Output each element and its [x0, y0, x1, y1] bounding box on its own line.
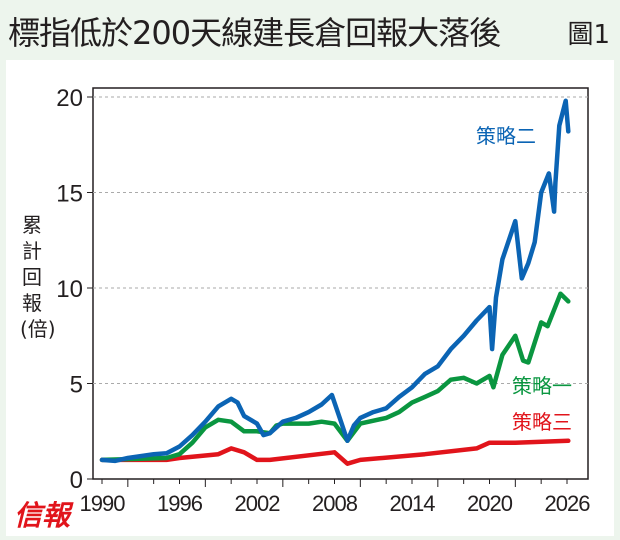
series-label-strategy-1: 策略一	[512, 374, 572, 398]
x-tick-label: 1990	[80, 491, 126, 516]
logo: 信報	[14, 499, 71, 532]
y-tick-label: 5	[70, 372, 83, 399]
x-tick-label: 2020	[467, 491, 513, 516]
x-tick-label: 1996	[157, 491, 203, 516]
chart-title: 標指低於200天線建長倉回報大落後	[8, 14, 501, 52]
y-tick-label: 10	[56, 276, 83, 303]
series-line-1	[99, 98, 571, 464]
x-tick-label: 2014	[390, 491, 436, 516]
series-label-strategy-2: 策略二	[476, 124, 536, 148]
figure-label: 圖1	[567, 20, 610, 50]
y-axis-label: 累計回報(倍)	[20, 213, 56, 341]
series-label-strategy-3: 策略三	[512, 410, 572, 434]
x-tick-label: 2002	[235, 491, 281, 516]
y-tick-label: 15	[56, 181, 83, 208]
x-tick-label: 2026	[545, 491, 591, 516]
series-line-3	[99, 438, 571, 466]
y-tick-label: 20	[56, 85, 83, 112]
series-line-2	[99, 291, 571, 463]
x-tick-label: 2008	[312, 491, 358, 516]
y-tick-label: 0	[70, 467, 83, 494]
